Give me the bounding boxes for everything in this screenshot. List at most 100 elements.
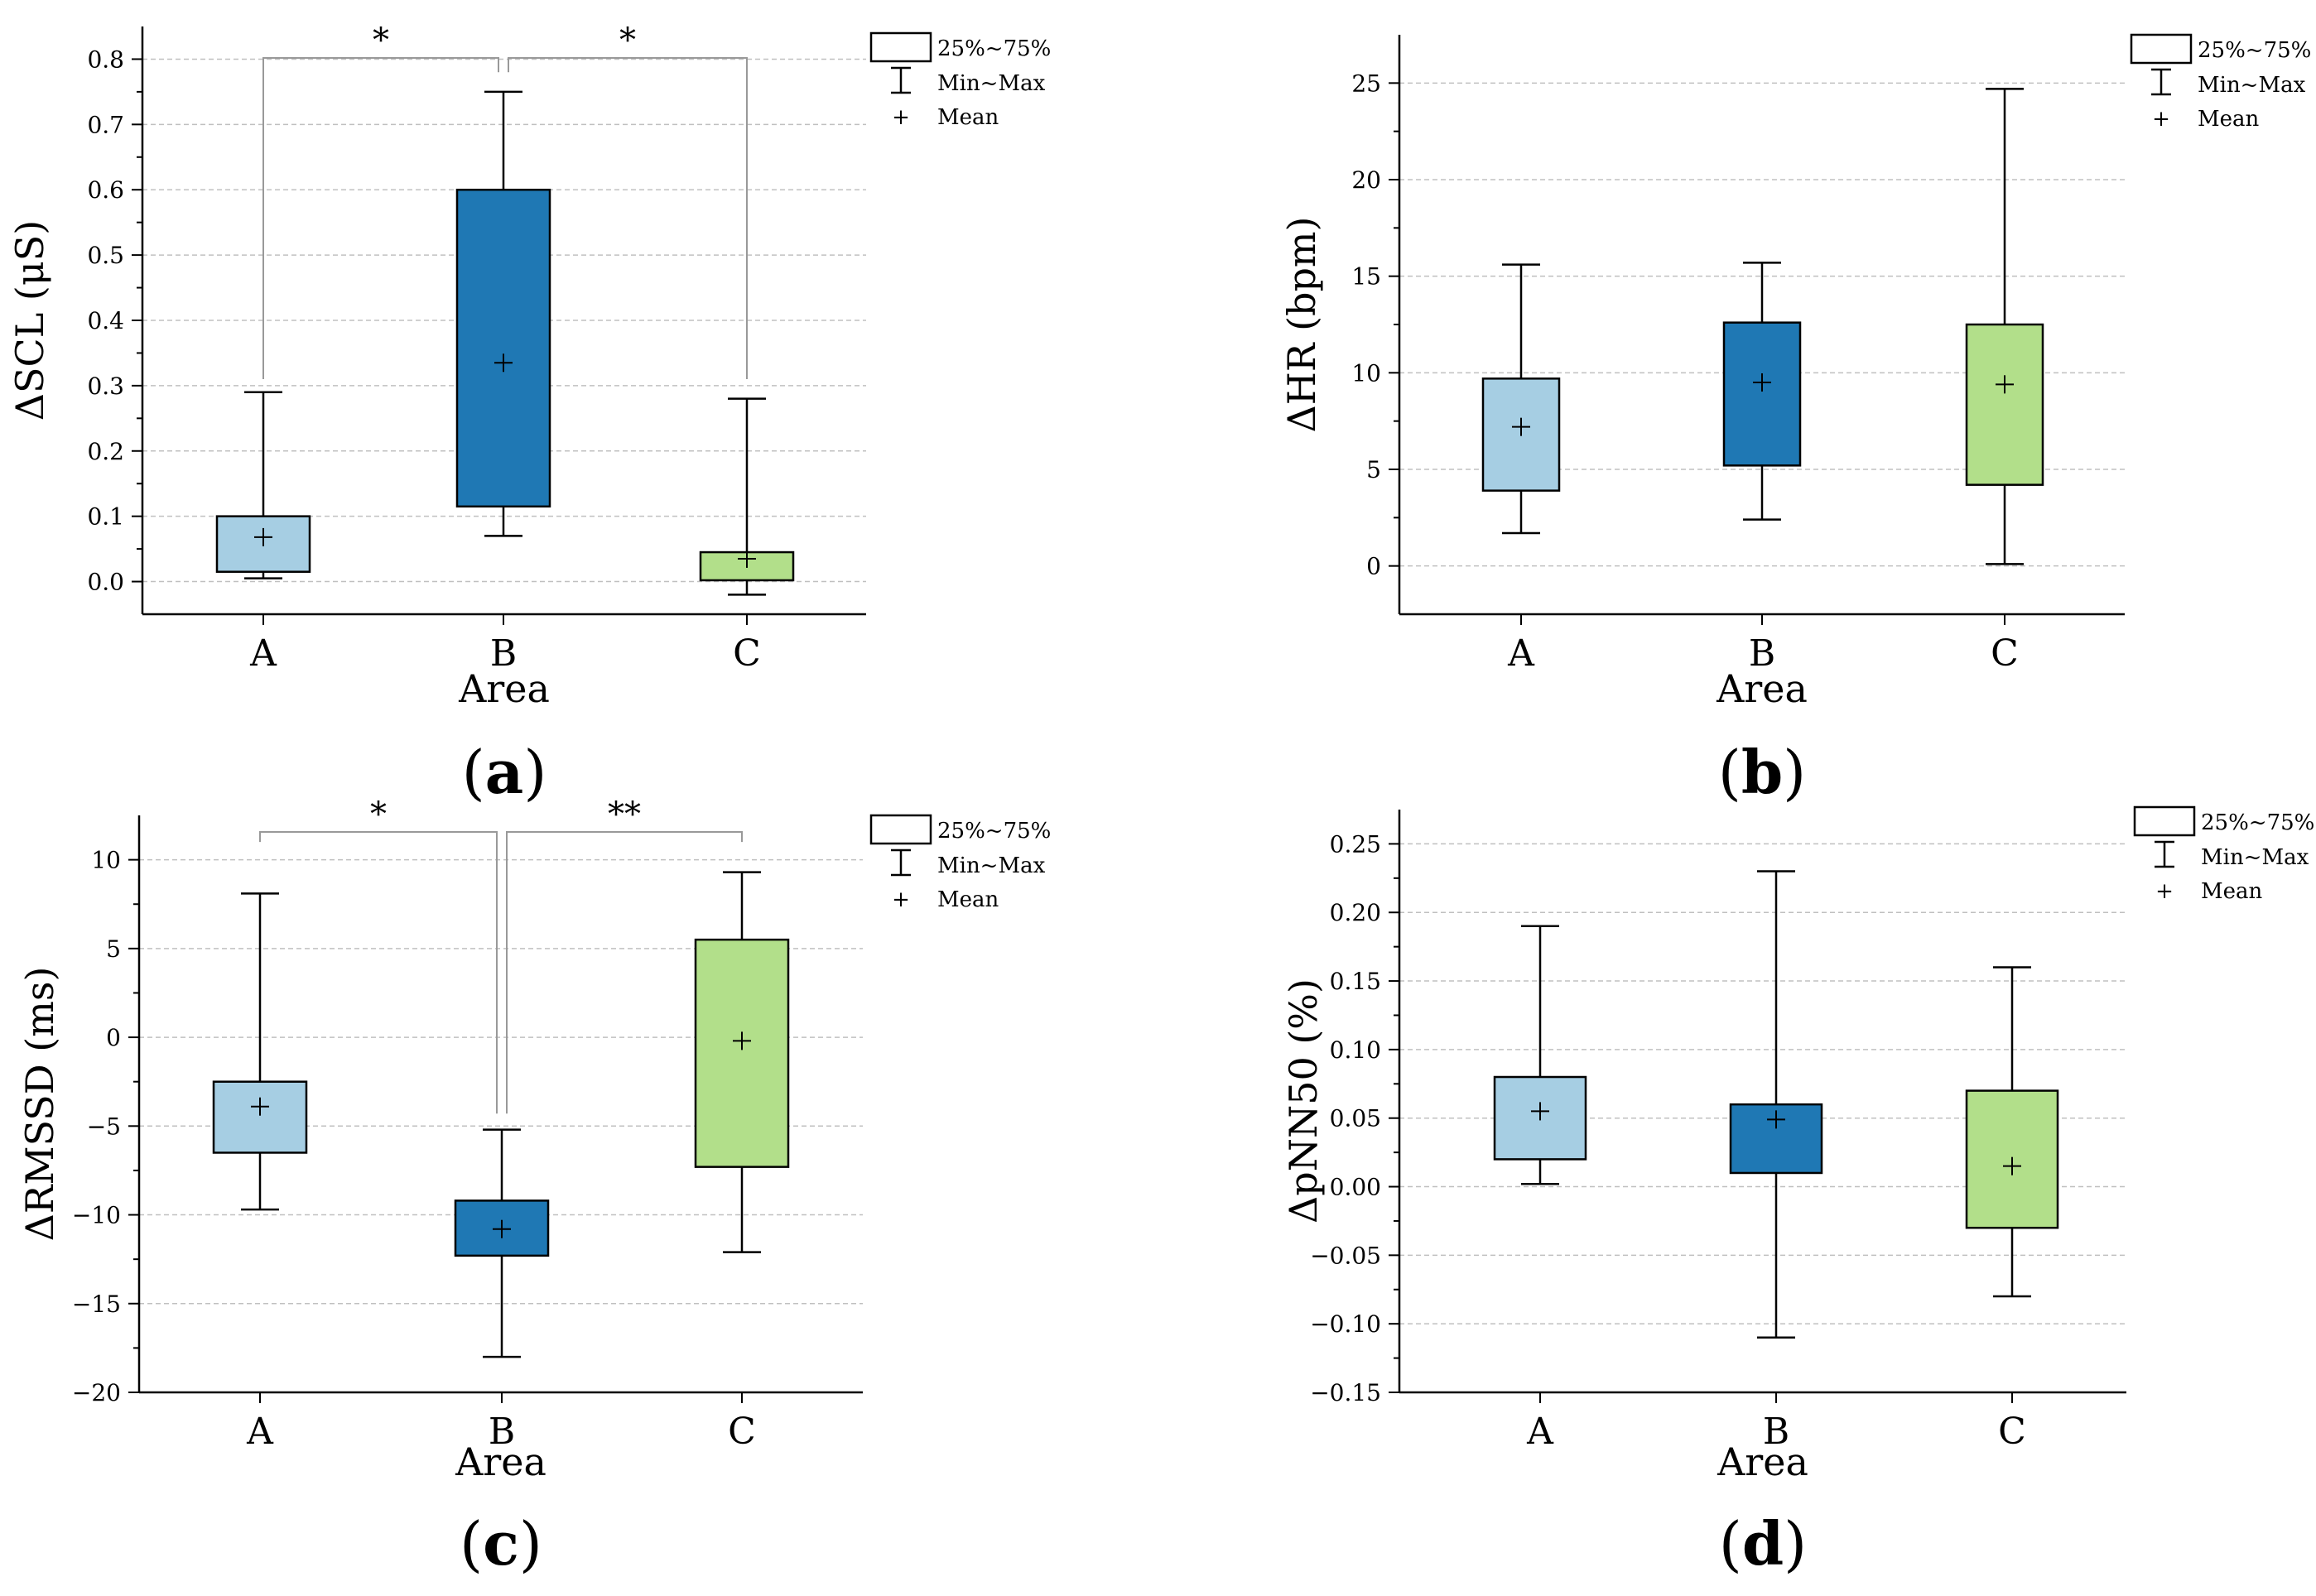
y-tick-label: 0 — [1366, 553, 1381, 580]
x-axis-title: Area — [1716, 666, 1808, 711]
y-tick-label: 0.0 — [87, 569, 124, 596]
bracket-line — [508, 57, 748, 379]
y-tick-label: −5 — [87, 1113, 121, 1140]
box-B — [454, 1128, 550, 1358]
y-tick-label: 0.7 — [87, 111, 124, 138]
y-tick-label: 0.3 — [87, 373, 124, 400]
x-tick-label: B — [1749, 632, 1775, 675]
legend-whisker-label: Min~Max — [2201, 845, 2309, 870]
legend-box-swatch — [2130, 33, 2193, 65]
y-axis-title: ΔRMSSD (ms) — [17, 967, 62, 1242]
y-tick-label: 0.00 — [1330, 1174, 1381, 1201]
x-tick-label: B — [490, 632, 517, 675]
panel-letter: c — [483, 1508, 519, 1579]
x-tick-label: B — [489, 1411, 515, 1453]
legend-box-label: 25%~75% — [937, 36, 1051, 61]
x-tick-label: C — [1998, 1411, 2026, 1453]
legend-mean-label: Mean — [937, 887, 999, 912]
legend-mean-label: Mean — [937, 105, 999, 130]
panel-letter: b — [1741, 737, 1783, 807]
significance-bracket: * — [262, 22, 499, 379]
iqr-box — [694, 938, 790, 1168]
legend: 25%~75% Min~Max + Mean — [2130, 33, 2311, 132]
y-tick-label: 5 — [106, 935, 121, 963]
legend-box-label: 25%~75% — [937, 819, 1051, 844]
bracket-line — [259, 831, 498, 1114]
y-axis-title: ΔpNN50 (%) — [1281, 978, 1326, 1223]
y-tick-label: 0.2 — [87, 438, 124, 465]
y-tick-label: 5 — [1366, 456, 1381, 483]
y-tick-label: 0.6 — [87, 176, 124, 204]
y-tick-label: 0.5 — [87, 242, 124, 269]
box-C — [694, 871, 790, 1253]
y-tick-label: 0.25 — [1330, 830, 1381, 858]
x-tick-label: A — [1507, 632, 1535, 675]
significance-bracket: ** — [506, 796, 743, 1114]
y-tick-label: 0.1 — [87, 503, 124, 531]
box-B — [455, 90, 551, 537]
box-B — [1729, 870, 1823, 1339]
box-A — [215, 391, 311, 579]
panel-letter: a — [485, 737, 524, 807]
y-tick-label: 0.05 — [1330, 1105, 1381, 1132]
y-tick-label: −10 — [72, 1202, 121, 1229]
x-tick-label: A — [246, 1411, 274, 1453]
panel-paren-open: ( — [1718, 738, 1741, 807]
iqr-box — [212, 1080, 308, 1154]
legend-mean-marker: + — [892, 105, 910, 130]
panel-paren-close: ) — [1784, 1509, 1807, 1579]
box-A — [212, 892, 308, 1211]
legend-mean-label: Mean — [2198, 107, 2260, 132]
bracket-line — [506, 831, 743, 1114]
legend-mean-marker: + — [2152, 107, 2170, 132]
x-axis-title: Area — [458, 666, 550, 711]
y-tick-label: 0.10 — [1330, 1036, 1381, 1064]
box-C — [699, 397, 795, 596]
x-tick-label: C — [1991, 632, 2019, 675]
iqr-box — [1722, 321, 1802, 467]
panel-label: (a) — [462, 737, 547, 807]
y-axis-title: ΔSCL (μS) — [7, 220, 52, 421]
significance-label: * — [370, 796, 387, 834]
legend-box-swatch — [2133, 805, 2196, 837]
significance-bracket: * — [259, 796, 498, 1114]
iqr-box — [1965, 323, 2044, 486]
legend-box-label: 25%~75% — [2198, 38, 2311, 63]
panel-label: (c) — [460, 1508, 542, 1579]
y-tick-label: 0.8 — [87, 46, 124, 73]
panel-letter: d — [1742, 1508, 1784, 1579]
y-tick-label: 25 — [1351, 70, 1381, 97]
x-tick-label: B — [1763, 1411, 1789, 1453]
box-C — [1965, 966, 2059, 1298]
legend-box-swatch — [869, 31, 932, 63]
panel-label: (d) — [1719, 1508, 1808, 1579]
legend-box-label: 25%~75% — [2201, 810, 2314, 835]
panel-paren-close: ) — [519, 1509, 542, 1579]
significance-label: ** — [608, 796, 641, 834]
panel-paren-close: ) — [523, 738, 546, 807]
legend-whisker-label: Min~Max — [937, 71, 1046, 96]
y-tick-label: 10 — [91, 847, 121, 874]
y-tick-label: 0 — [106, 1024, 121, 1051]
x-tick-label: A — [1526, 1411, 1554, 1453]
bracket-line — [262, 57, 499, 379]
legend-whisker-label: Min~Max — [937, 853, 1046, 878]
x-tick-label: C — [733, 632, 761, 675]
significance-label: * — [619, 22, 636, 60]
iqr-box — [455, 188, 551, 508]
legend: 25%~75% Min~Max + Mean — [869, 814, 1051, 912]
chart-panel-a: 0.0 0.1 0.2 0.3 0.4 0.5 0.6 0.7 0.8 A B C * * Area ΔSCL… — [7, 22, 1051, 807]
y-tick-label: 0.4 — [87, 307, 124, 334]
chart-panel-b: 0 5 10 15 20 25 A B C Area ΔHR (bpm) (b) 25%~75% Min~… — [1279, 33, 2311, 807]
y-tick-label: −15 — [72, 1291, 121, 1318]
legend-mean-label: Mean — [2201, 879, 2263, 904]
legend-mean-marker: + — [892, 887, 910, 912]
significance-bracket: * — [508, 22, 748, 379]
y-tick-label: −20 — [72, 1379, 121, 1406]
y-tick-label: −0.10 — [1310, 1310, 1381, 1338]
panel-paren-open: ( — [460, 1509, 483, 1579]
panel-label: (b) — [1718, 737, 1807, 807]
panel-paren-open: ( — [1719, 1509, 1742, 1579]
